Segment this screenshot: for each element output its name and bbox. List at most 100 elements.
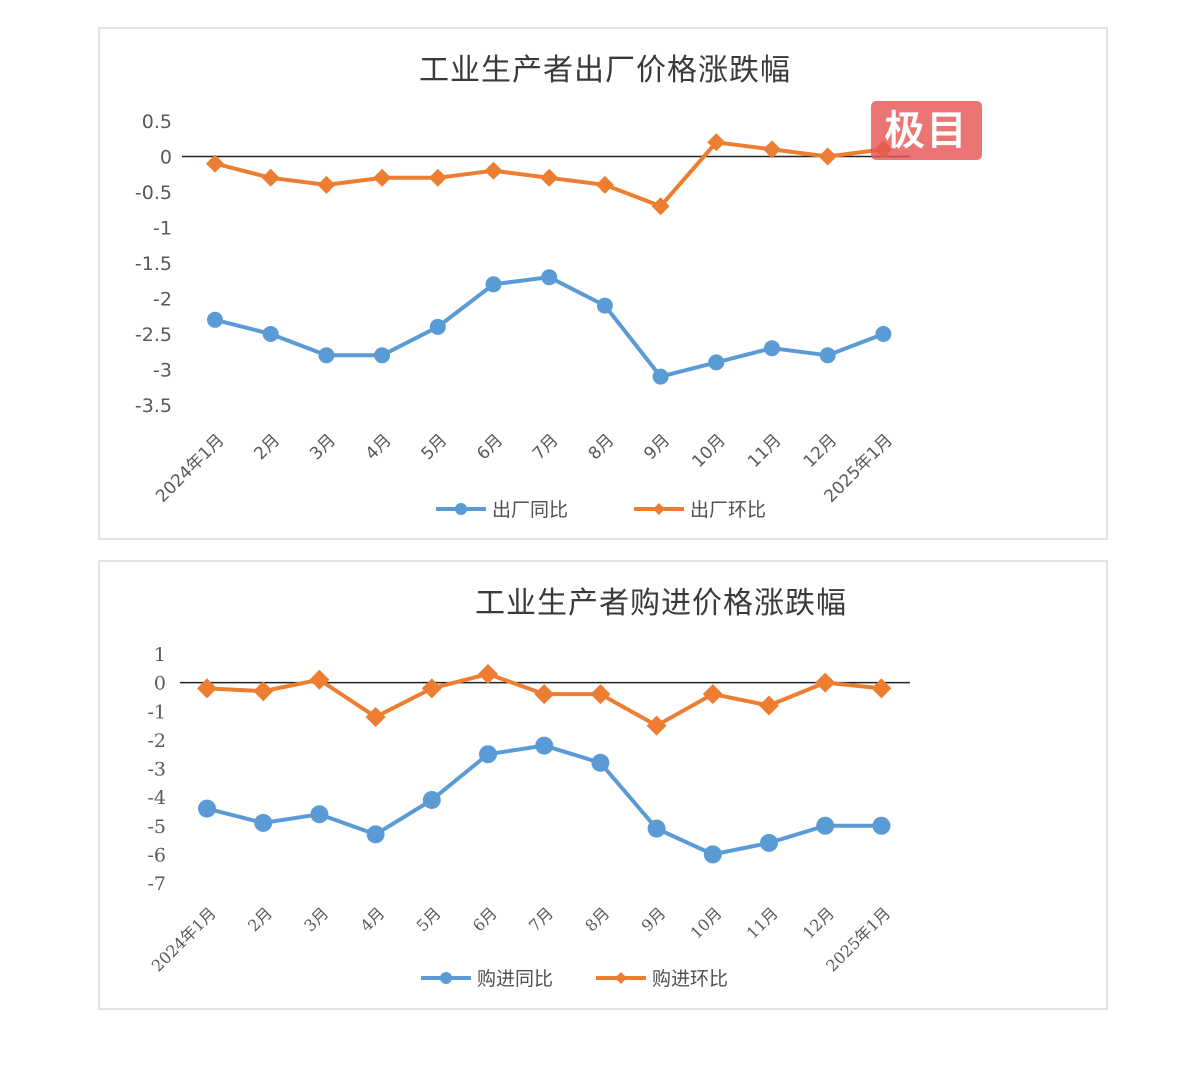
x-axis-tick-label: 4月: [362, 430, 396, 464]
x-axis-tick-label: 6月: [473, 430, 507, 464]
data-point-circle-marker: [198, 799, 216, 818]
data-point-diamond-marker: [373, 168, 392, 187]
y-axis-tick-label: -2: [147, 730, 166, 752]
data-point-diamond-marker: [534, 684, 555, 705]
x-axis-tick-label: 11月: [743, 903, 782, 942]
data-point-diamond-marker: [540, 168, 559, 187]
x-axis-tick-label: 4月: [356, 903, 388, 935]
data-point-diamond-marker: [478, 664, 498, 685]
data-point-diamond-marker: [651, 197, 670, 216]
legend-label: 出厂环比: [690, 499, 766, 521]
x-axis-tick-label: 8月: [585, 430, 619, 464]
data-point-diamond-marker: [421, 678, 442, 699]
data-point-circle-marker: [764, 340, 780, 357]
data-point-diamond-marker: [428, 168, 447, 187]
line-chart-purchase: 1 0 -1 -2 -3 -4 -5 -6 -7 2024年1月 2月 3月 4月 5月 6月 7月 8月 9月 1…: [147, 644, 910, 990]
legend-label: 购进同比: [477, 968, 553, 990]
series-yoy: [207, 269, 892, 385]
y-axis-tick-label: -7: [147, 873, 166, 895]
data-point-diamond-marker: [763, 140, 781, 159]
data-point-diamond-marker: [317, 175, 336, 194]
data-point-diamond-marker: [707, 133, 726, 152]
line-chart-ex-factory: 0.5 0 -0.5 -1 -1.5 -2 -2.5 -3 -3.5 2024年1月 2月 3月 4月 5…: [135, 111, 910, 521]
data-point-diamond-marker: [365, 706, 386, 727]
data-point-diamond-marker: [206, 154, 224, 173]
y-axis-tick-label: -0.5: [135, 182, 172, 204]
y-axis-tick-label: -2.5: [135, 324, 172, 346]
y-axis-tick-label: -3: [147, 759, 166, 781]
x-axis-tick-label: 2月: [250, 430, 284, 464]
x-axis-tick-label: 12月: [800, 430, 841, 471]
data-point-circle-marker: [479, 745, 497, 764]
data-point-diamond-marker: [309, 669, 330, 690]
data-point-circle-marker: [318, 347, 335, 364]
x-axis-tick-label: 11月: [744, 430, 785, 471]
data-point-diamond-marker: [759, 695, 779, 716]
data-point-circle-marker: [254, 813, 273, 832]
legend-circle-icon: [455, 503, 467, 515]
y-axis-tick-label: 0: [160, 147, 172, 169]
legend-circle-icon: [440, 972, 452, 984]
data-point-diamond-marker: [253, 681, 274, 702]
legend-item: 购进环比: [596, 968, 728, 990]
legend-label: 购进环比: [652, 968, 728, 990]
data-point-circle-marker: [872, 816, 891, 835]
data-point-diamond-marker: [595, 175, 614, 194]
data-point-circle-marker: [708, 354, 725, 371]
x-axis-tick-label: 7月: [529, 430, 563, 464]
y-axis-tick-label: 0.5: [142, 111, 172, 133]
chart-card-purchase: 工业生产者购进价格涨跌幅 1 0 -1 -2 -3 -4 -5 -6 -7 2024年1月 2月 3月…: [98, 560, 1108, 1010]
series-line: [214, 275, 885, 379]
x-axis-tick-label: 7月: [525, 903, 557, 935]
data-point-circle-marker: [591, 753, 610, 772]
x-axis-tick-label: 5月: [418, 430, 452, 464]
data-point-circle-marker: [541, 269, 558, 286]
x-axis-tick-label: 2024年1月: [148, 903, 220, 975]
series-yoy: [198, 736, 891, 864]
data-point-diamond-marker: [815, 672, 836, 693]
series-mom: [197, 664, 892, 736]
data-point-circle-marker: [207, 311, 223, 328]
x-axis-tick-label: 9月: [637, 903, 669, 935]
data-point-circle-marker: [422, 790, 441, 809]
x-axis-tick-label: 3月: [306, 430, 340, 464]
y-axis-tick-label: -5: [147, 816, 166, 838]
x-axis-tick-label: 6月: [469, 903, 501, 935]
data-point-circle-marker: [262, 326, 279, 342]
y-axis-tick-label: -1: [147, 701, 166, 723]
y-axis-tick-label: -1.5: [135, 253, 172, 275]
series-line: [206, 743, 882, 857]
data-point-diamond-marker: [197, 678, 217, 699]
data-point-circle-marker: [429, 318, 446, 335]
y-axis-tick-label: -4: [147, 787, 166, 809]
x-axis-tick-label: 5月: [413, 903, 445, 935]
data-point-diamond-marker: [646, 715, 667, 736]
watermark-logo: 极目: [871, 101, 982, 160]
data-point-diamond-marker: [484, 161, 503, 180]
y-axis-tick-label: -6: [147, 844, 166, 866]
y-axis-tick-label: -2: [153, 289, 172, 311]
x-axis-tick-label: 2月: [244, 903, 276, 935]
chart-title: 工业生产者出厂价格涨跌幅: [419, 53, 791, 88]
x-axis-tick-label: 8月: [581, 903, 613, 935]
data-point-circle-marker: [310, 805, 329, 824]
data-point-circle-marker: [485, 276, 502, 293]
chart-title: 工业生产者购进价格涨跌幅: [475, 586, 847, 621]
y-axis-tick-label: 1: [154, 644, 166, 666]
data-point-circle-marker: [366, 825, 385, 844]
data-point-circle-marker: [703, 845, 722, 864]
x-axis-tick-label: 12月: [799, 903, 838, 942]
y-axis-tick-label: -3.5: [135, 395, 172, 417]
x-axis-tick-label: 10月: [686, 903, 725, 942]
legend-diamond-icon: [653, 503, 665, 515]
data-point-circle-marker: [816, 816, 835, 835]
x-axis-tick-label: 2024年1月: [152, 430, 228, 506]
data-point-diamond-marker: [702, 684, 723, 705]
data-point-circle-marker: [652, 368, 669, 385]
y-axis-tick-label: 0: [154, 673, 166, 695]
x-axis-tick-label: 3月: [300, 903, 332, 935]
data-point-diamond-marker: [871, 678, 892, 699]
data-point-circle-marker: [819, 347, 836, 364]
legend-diamond-icon: [615, 972, 627, 984]
data-point-diamond-marker: [818, 147, 837, 166]
